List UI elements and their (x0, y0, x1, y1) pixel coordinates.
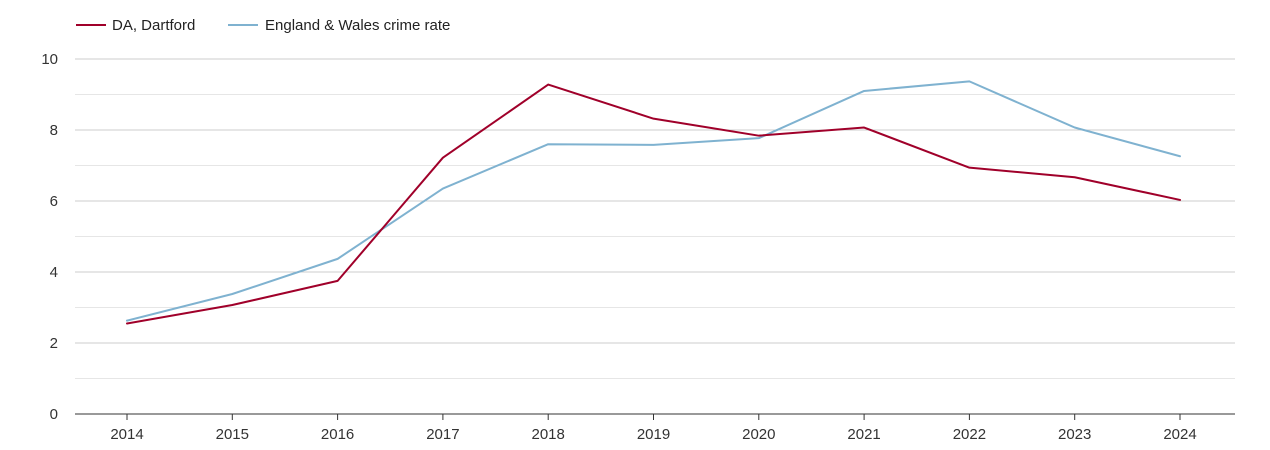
x-tick-label: 2022 (953, 426, 986, 443)
x-tick-label: 2015 (216, 426, 249, 443)
series-line-dartford (126, 83, 1181, 325)
y-tick-label: 2 (50, 335, 58, 352)
legend: DA, Dartford England & Wales crime rate (76, 17, 450, 34)
x-tick-label: 2016 (321, 426, 354, 443)
y-tick-label: 0 (50, 406, 58, 423)
x-tick-label: 2024 (1163, 426, 1196, 443)
y-tick-label: 4 (50, 264, 58, 281)
y-axis-ticks: 0 2 4 6 8 10 (41, 51, 58, 423)
legend-label-dartford: DA, Dartford (112, 17, 195, 34)
y-tick-label: 10 (41, 51, 58, 68)
y-tick-label: 6 (50, 193, 58, 210)
legend-label-england-wales: England & Wales crime rate (265, 17, 450, 34)
x-axis-ticks: 2014 2015 2016 2017 2018 2019 2020 2021 2022 2023… (110, 414, 1197, 443)
x-tick-label: 2019 (637, 426, 670, 443)
x-tick-label: 2014 (110, 426, 143, 443)
x-tick-label: 2020 (742, 426, 775, 443)
x-tick-label: 2017 (426, 426, 459, 443)
series-line-england-wales (126, 80, 1181, 322)
y-tick-label: 8 (50, 122, 58, 139)
series-lines (126, 80, 1181, 325)
x-tick-label: 2023 (1058, 426, 1091, 443)
grid (75, 58, 1235, 379)
x-tick-label: 2018 (532, 426, 565, 443)
x-tick-label: 2021 (847, 426, 880, 443)
